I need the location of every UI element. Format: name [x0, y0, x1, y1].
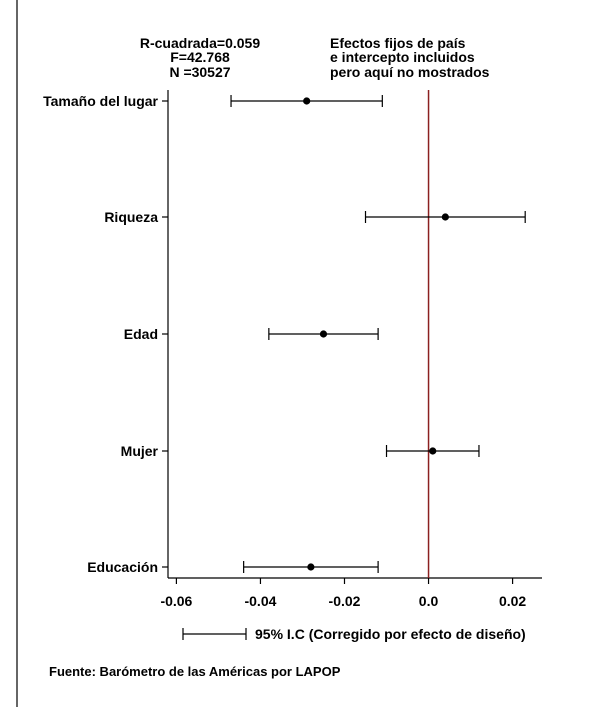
y-tick-label: Tamaño del lugar	[43, 93, 158, 109]
x-tick-label: 0.0	[419, 593, 439, 609]
note-line-1: Efectos fijos de país	[330, 35, 466, 51]
y-tick-label: Mujer	[121, 443, 159, 459]
note-line-3: pero aquí no mostrados	[330, 64, 490, 80]
x-tick-label: -0.06	[160, 593, 192, 609]
note-line-2: e intercepto incluidos	[330, 49, 475, 65]
stat-r2: R-cuadrada=0.059	[140, 35, 260, 51]
stat-f: F=42.768	[170, 49, 230, 65]
legend: 95% I.C (Corregido por efecto de diseño)	[182, 626, 526, 642]
y-tick-label: Educación	[87, 559, 158, 575]
x-axis-ticks: -0.06 -0.04 -0.02 0.0 0.02	[160, 578, 526, 609]
point-group	[303, 97, 449, 571]
estimate-point	[307, 563, 315, 571]
estimate-point	[441, 213, 449, 221]
x-tick-label: 0.02	[499, 593, 526, 609]
x-tick-label: -0.02	[329, 593, 361, 609]
y-tick-label: Riqueza	[104, 209, 158, 225]
stat-n: N =30527	[169, 64, 230, 80]
x-tick-label: -0.04	[244, 593, 276, 609]
estimate-point	[429, 447, 437, 455]
y-tick-label: Edad	[124, 326, 158, 342]
estimate-point	[319, 330, 328, 338]
source-note: Fuente: Barómetro de las Américas por LA…	[49, 664, 341, 679]
ci-group	[230, 95, 526, 573]
legend-label: 95% I.C (Corregido por efecto de diseño)	[255, 626, 526, 642]
y-axis-ticks: Tamaño del lugar Riqueza Edad Mujer Educació…	[43, 93, 168, 575]
estimate-point	[303, 97, 311, 105]
